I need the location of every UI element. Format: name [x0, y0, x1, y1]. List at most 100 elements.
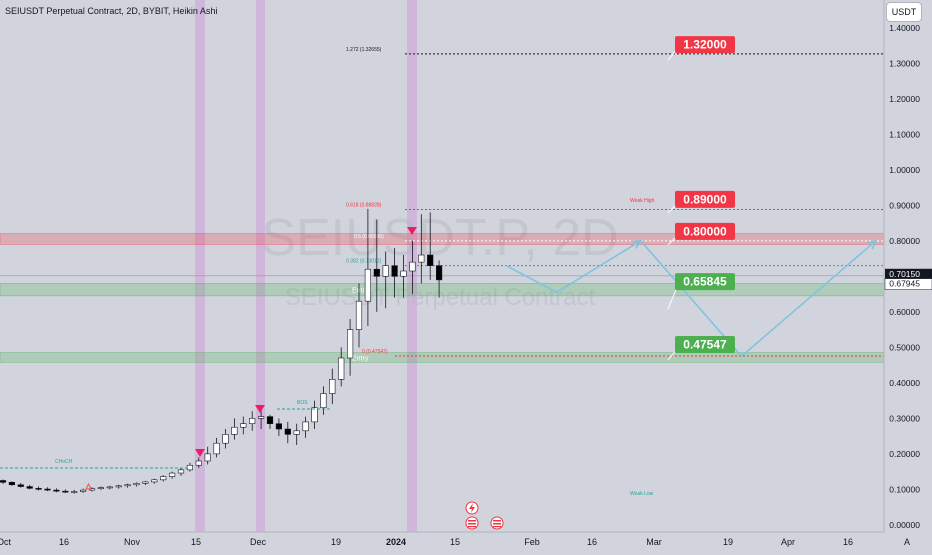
- fib-level-label: 0.618 (0.88828): [346, 202, 382, 208]
- price-tick-label: 1.20000: [889, 94, 920, 104]
- target-label[interactable]: 0.89000: [667, 190, 735, 214]
- time-tick-label: 19: [331, 537, 341, 547]
- symbol-title[interactable]: SEIUSDT Perpetual Contract, 2D, BYBIT, H…: [5, 6, 218, 16]
- candle-body[interactable]: [418, 254, 425, 263]
- candle-body[interactable]: [142, 481, 149, 484]
- flash-event-icon[interactable]: [465, 501, 479, 515]
- candle-body[interactable]: [409, 261, 416, 272]
- target-badge: [675, 222, 735, 240]
- candle-body[interactable]: [169, 472, 176, 477]
- time-tick-label: Nov: [124, 537, 141, 547]
- zone-entry-2[interactable]: [0, 352, 885, 363]
- us-flag-event-icon[interactable]: [465, 516, 479, 530]
- candle-body[interactable]: [320, 393, 327, 409]
- candle-body[interactable]: [26, 486, 33, 489]
- candle-body[interactable]: [249, 418, 256, 424]
- time-tick-label: 2024: [386, 537, 406, 547]
- candle-body[interactable]: [80, 489, 87, 492]
- candle-body[interactable]: [71, 491, 78, 493]
- time-tick-label: 15: [450, 537, 460, 547]
- pivot-down-marker: [255, 405, 265, 413]
- candle-body[interactable]: [160, 476, 167, 481]
- candle-body[interactable]: [62, 490, 69, 493]
- zone-label: Entry: [352, 288, 369, 295]
- candle-body[interactable]: [293, 430, 300, 435]
- time-tick-label: Feb: [524, 537, 540, 547]
- time-tick-label: Dec: [250, 537, 267, 547]
- candle-body[interactable]: [275, 423, 283, 430]
- candle-body[interactable]: [151, 479, 158, 483]
- time-tick-label: Mar: [646, 537, 662, 547]
- candle-body[interactable]: [373, 268, 380, 277]
- price-tick-label: 0.10000: [889, 484, 920, 494]
- candle-body[interactable]: [355, 300, 363, 330]
- candle-body[interactable]: [346, 329, 354, 359]
- candle-body[interactable]: [427, 254, 434, 266]
- candle-body[interactable]: [284, 428, 291, 435]
- candle-body[interactable]: [240, 423, 247, 428]
- candle-body[interactable]: [329, 379, 336, 394]
- candle-body[interactable]: [338, 357, 345, 380]
- candle-body[interactable]: [124, 484, 131, 487]
- secondary-price-tag[interactable]: [884, 278, 932, 290]
- target-label[interactable]: 0.80000: [667, 222, 735, 246]
- candle-body[interactable]: [213, 442, 220, 455]
- auto-scale-button[interactable]: A: [904, 537, 910, 547]
- candle-body[interactable]: [257, 416, 265, 419]
- candle-body[interactable]: [97, 487, 104, 489]
- price-tick-label: 0.80000: [889, 236, 920, 246]
- price-tick-label: 1.10000: [889, 129, 920, 139]
- candle-body[interactable]: [133, 483, 140, 486]
- time-tick-label: 16: [59, 537, 69, 547]
- target-label[interactable]: 0.65845: [667, 273, 735, 310]
- projection-arrowhead: [866, 239, 878, 250]
- candle-body[interactable]: [400, 270, 407, 277]
- price-tick-label: 1.00000: [889, 165, 920, 175]
- time-tick-label: 16: [843, 537, 853, 547]
- candle-body[interactable]: [115, 485, 122, 488]
- fib-level-label: 0.382 (0.73012): [346, 259, 382, 265]
- candle-body[interactable]: [35, 488, 42, 490]
- target-badge: [675, 336, 735, 354]
- zone-supply[interactable]: [0, 233, 885, 245]
- price-tick-label: 1.30000: [889, 58, 920, 68]
- candle-body[interactable]: [382, 265, 389, 277]
- candle-body[interactable]: [0, 480, 7, 483]
- candle-body[interactable]: [266, 416, 274, 424]
- candle-body[interactable]: [53, 489, 60, 492]
- candle-body[interactable]: [391, 265, 398, 277]
- price-tick-label: 1.40000: [889, 23, 920, 33]
- currency-button[interactable]: USDT: [886, 2, 922, 22]
- candle-body[interactable]: [106, 486, 113, 489]
- target-badge: [675, 190, 735, 208]
- target-label[interactable]: 1.32000: [667, 36, 735, 61]
- session-band: [195, 0, 205, 532]
- price-tick-label: 0.40000: [889, 378, 920, 388]
- candle-body[interactable]: [231, 426, 238, 435]
- candle-body[interactable]: [302, 421, 309, 432]
- candle-body[interactable]: [17, 484, 24, 487]
- candle-body[interactable]: [311, 407, 318, 423]
- time-tick-label: 16: [587, 537, 597, 547]
- bos-label: BOS: [297, 400, 308, 406]
- candle-body[interactable]: [364, 268, 372, 302]
- target-label[interactable]: 0.47547: [667, 336, 735, 361]
- weak-high-label: Weak High: [630, 198, 655, 204]
- candle-body[interactable]: [204, 453, 211, 462]
- candle-body[interactable]: [177, 469, 185, 474]
- price-tick-label: 0.60000: [889, 307, 920, 317]
- candle-body[interactable]: [222, 434, 229, 444]
- session-band: [256, 0, 265, 532]
- candle-body[interactable]: [195, 460, 202, 466]
- zone-entry-1[interactable]: [0, 283, 885, 297]
- projection-arrowhead: [631, 239, 643, 249]
- candle-body[interactable]: [435, 265, 443, 281]
- pivot-down-marker: [407, 227, 417, 235]
- us-flag-event-icon[interactable]: [490, 516, 504, 530]
- time-tick-label: Apr: [781, 537, 795, 547]
- time-tick-label: Oct: [0, 537, 11, 547]
- candle-body[interactable]: [44, 488, 51, 491]
- candle-body[interactable]: [8, 481, 16, 486]
